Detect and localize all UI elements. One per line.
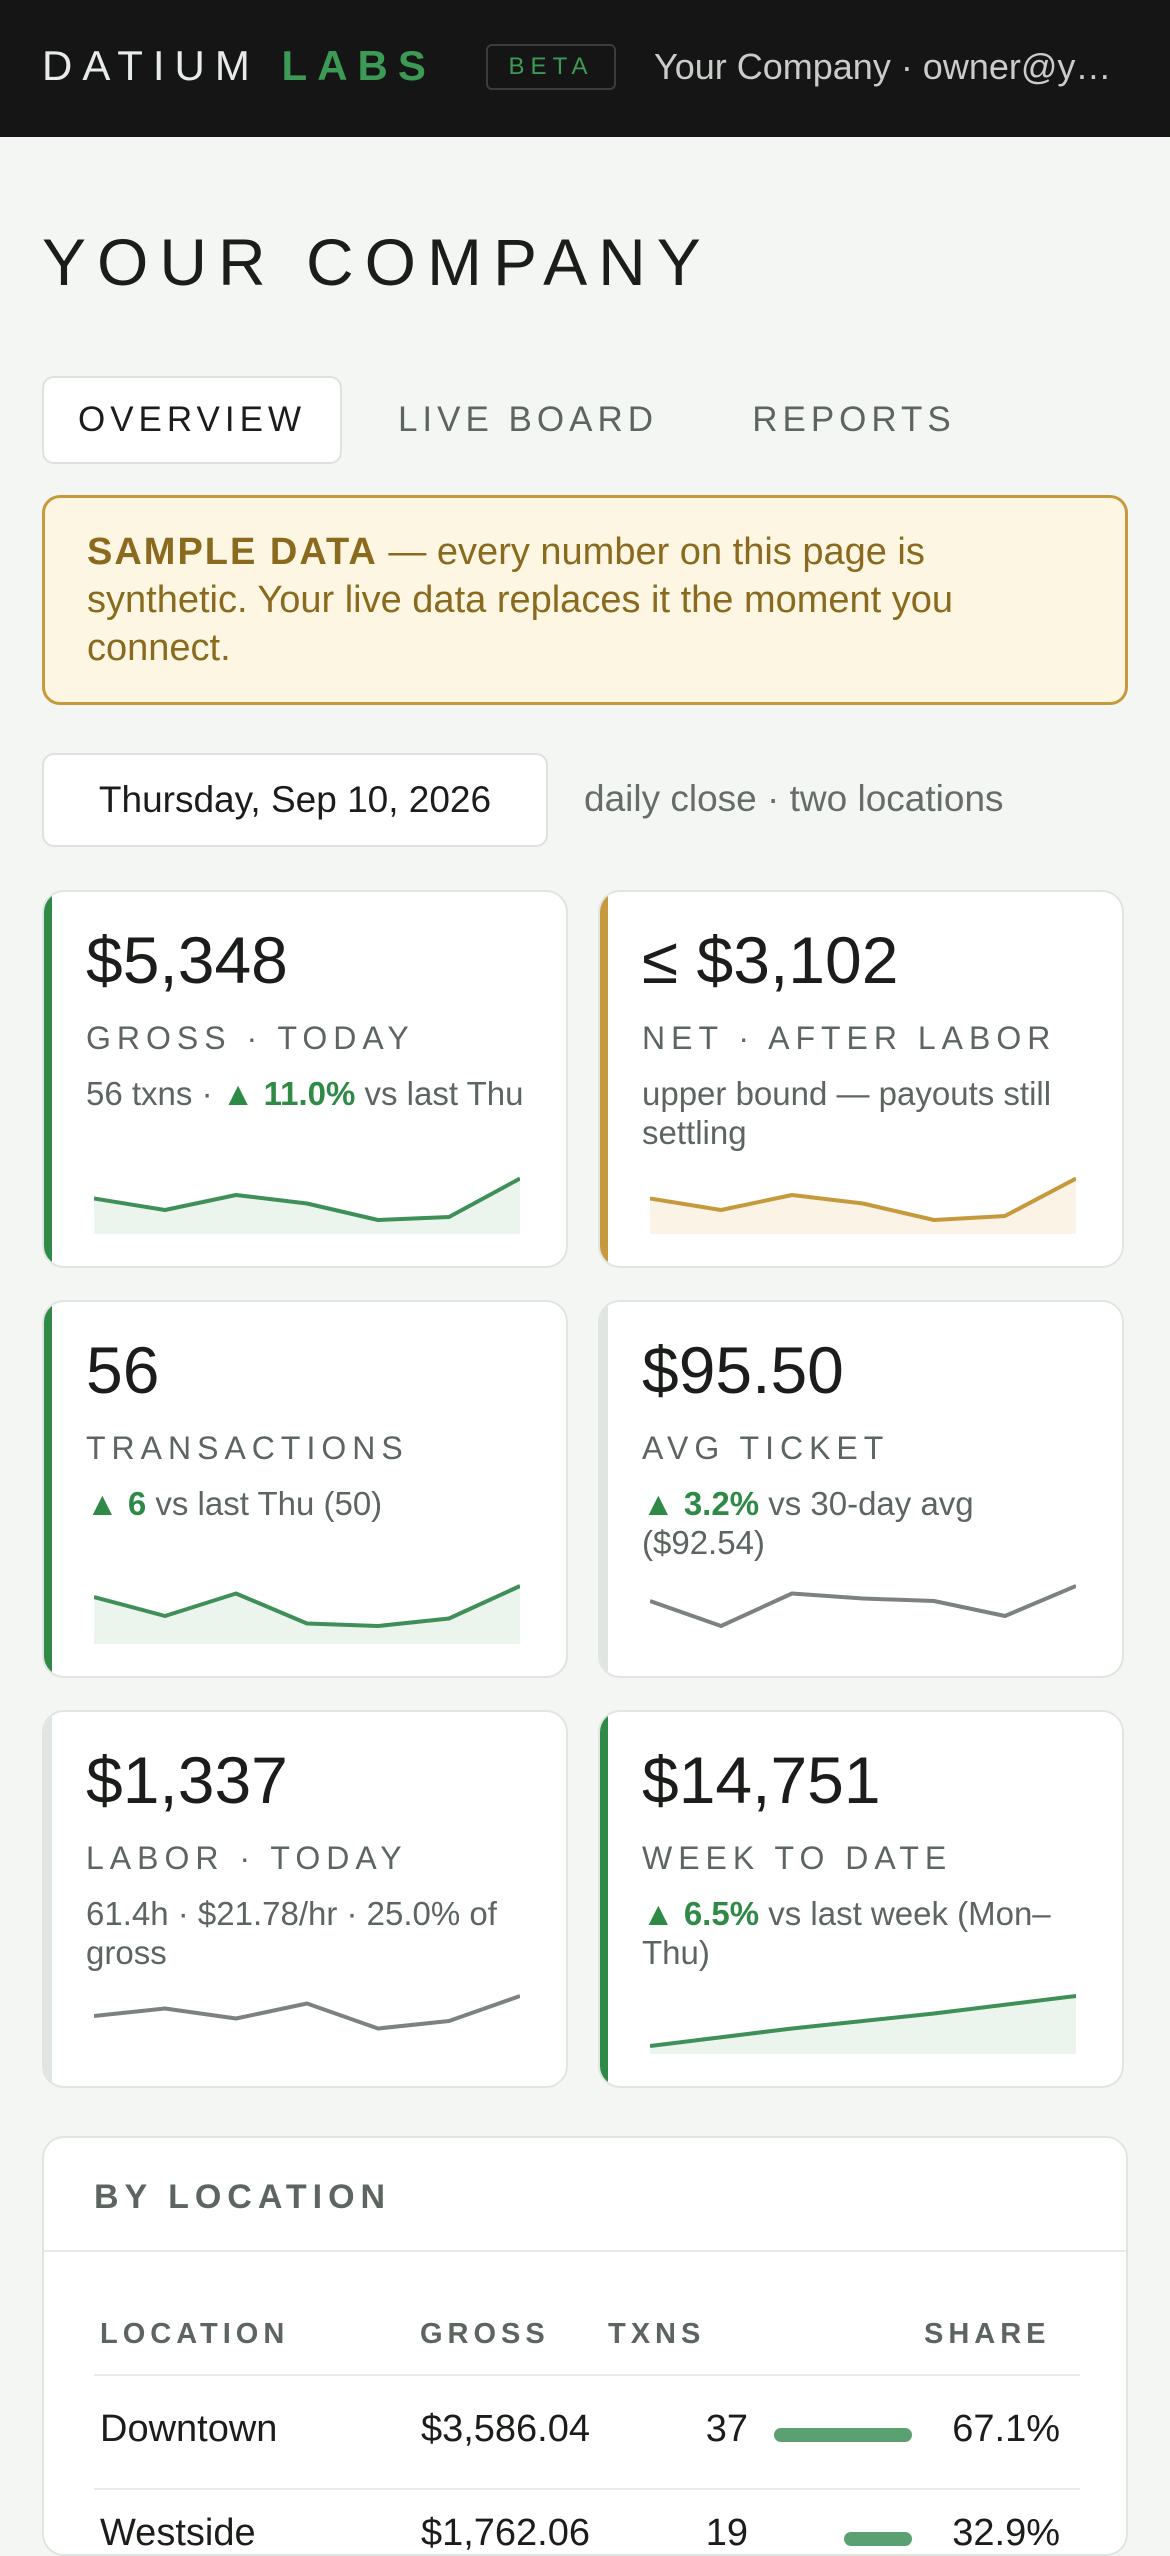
sparkline (650, 1584, 1076, 1628)
sparkline (94, 1176, 520, 1234)
sparkline (94, 1994, 520, 2031)
beta-badge: BETA (486, 44, 616, 90)
card-label: NET · AFTER LABOR (642, 1020, 1057, 1056)
by-location-card: BY LOCATION LOCATION GROSS TXNS SHARE Do… (42, 2136, 1128, 2556)
card-subtext-pre: 61.4h · $21.78/hr · 25.0% of gross (86, 1895, 497, 1971)
share-bar (844, 2532, 912, 2546)
date-picker[interactable]: Thursday, Sep 10, 2026 (42, 753, 548, 847)
sparkline-line (650, 1994, 1076, 2048)
transactions-card[interactable]: 56 TRANSACTIONS ▲ 6 vs last Thu (50) (42, 1300, 568, 1678)
notice-heading: SAMPLE DATA (87, 531, 378, 573)
account-menu[interactable]: Your Company · owner@y… (654, 46, 1112, 87)
card-subtext: ▲ 6.5% vs last week (Mon–Thu) (642, 1894, 1102, 1972)
card-subtext-post: vs last Thu (50) (146, 1485, 383, 1522)
card-label: LABOR · TODAY (86, 1840, 408, 1876)
card-value: $14,751 (642, 1743, 881, 1817)
location-share: 32.9% (952, 2512, 1060, 2554)
card-value: $5,348 (86, 923, 288, 997)
card-label: TRANSACTIONS (86, 1430, 409, 1466)
card-accent (600, 892, 608, 1266)
date-note: daily close · two locations (584, 778, 1004, 819)
page-title: YOUR COMPANY (42, 225, 712, 299)
sparkline (650, 1994, 1076, 2054)
notice-text: — every number on this page is synthetic… (87, 531, 954, 669)
tab-live-board[interactable]: LIVE BOARD (397, 400, 659, 439)
column-header-location[interactable]: LOCATION (100, 2318, 290, 2350)
sparkline-line (650, 1584, 1076, 1628)
brand-name-first: DATIUM (42, 42, 260, 89)
card-subtext-pre: upper bound — payouts still settling (642, 1075, 1052, 1151)
card-label: AVG TICKET (642, 1430, 890, 1466)
card-subtext: 61.4h · $21.78/hr · 25.0% of gross (86, 1894, 546, 1972)
location-gross: $1,762.06 (420, 2512, 590, 2554)
card-change: ▲ 6.5% (642, 1895, 760, 1932)
tab-overview[interactable]: OVERVIEW (42, 376, 342, 464)
card-value: ≤ $3,102 (642, 923, 899, 997)
avg-ticket-card[interactable]: $95.50 AVG TICKET ▲ 3.2% vs 30-day avg ($9… (598, 1300, 1124, 1678)
card-value: $95.50 (642, 1333, 844, 1407)
sparkline-area (94, 1178, 520, 1234)
location-gross: $3,586.04 (420, 2408, 590, 2450)
card-accent (44, 1302, 52, 1676)
gross-card[interactable]: $5,348 GROSS · TODAY 56 txns · ▲ 11.0% vs … (42, 890, 568, 1268)
card-subtext: ▲ 6 vs last Thu (50) (86, 1484, 546, 1523)
net-card[interactable]: ≤ $3,102 NET · AFTER LABOR upper bound — p… (598, 890, 1124, 1268)
sparkline (650, 1176, 1076, 1234)
card-accent (44, 892, 52, 1266)
card-accent (44, 1712, 52, 2086)
sparkline-area (650, 1178, 1076, 1234)
card-accent (600, 1302, 608, 1676)
sparkline-area (94, 1586, 520, 1644)
card-subtext: upper bound — payouts still settling (642, 1074, 1102, 1152)
card-subtext: 56 txns · ▲ 11.0% vs last Thu (86, 1074, 546, 1113)
card-subtext-pre: 56 txns · (86, 1075, 222, 1112)
sample-data-notice: SAMPLE DATA — every number on this page … (42, 495, 1128, 705)
labor-card[interactable]: $1,337 LABOR · TODAY 61.4h · $21.78/hr · 2… (42, 1710, 568, 2088)
card-accent (600, 1712, 608, 2086)
sparkline-line (94, 1176, 520, 1222)
card-change: ▲ 11.0% (221, 1075, 356, 1112)
card-change: ▲ 3.2% (642, 1485, 760, 1522)
tab-reports[interactable]: REPORTS (752, 400, 956, 439)
sparkline-line (94, 1584, 520, 1628)
divider (44, 2250, 1126, 2252)
by-location-title: BY LOCATION (94, 2178, 392, 2216)
card-label: WEEK TO DATE (642, 1840, 953, 1876)
location-txns: 19 (705, 2512, 748, 2554)
location-name: Westside (100, 2512, 256, 2554)
brand-name-second: LABS (281, 42, 436, 89)
card-label: GROSS · TODAY (86, 1020, 415, 1056)
column-header-gross[interactable]: GROSS (420, 2318, 550, 2350)
sparkline (94, 1584, 520, 1644)
card-subtext-post: vs last week (Mon–Thu) (642, 1895, 1051, 1971)
sparkline-line (94, 1994, 520, 2031)
card-change: ▲ 6 (86, 1485, 147, 1522)
table-divider (94, 2374, 1080, 2376)
card-subtext-post: vs 30-day avg ($92.54) (642, 1485, 974, 1561)
location-name: Downtown (100, 2408, 278, 2450)
top-bar: DATIUM LABS BETA Your Company · owner@y… (0, 0, 1170, 137)
share-bar (774, 2428, 912, 2442)
card-subtext-post: vs last Thu (355, 1075, 524, 1112)
brand-logo[interactable]: DATIUM LABS (42, 42, 436, 90)
location-share: 67.1% (952, 2408, 1060, 2450)
card-value: $1,337 (86, 1743, 288, 1817)
column-header-txns[interactable]: TXNS (608, 2318, 706, 2350)
week-to-date-card[interactable]: $14,751 WEEK TO DATE ▲ 6.5% vs last week (… (598, 1710, 1124, 2088)
table-divider (94, 2488, 1080, 2490)
card-subtext: ▲ 3.2% vs 30-day avg ($92.54) (642, 1484, 1102, 1562)
column-header-share[interactable]: SHARE (924, 2318, 1051, 2350)
sparkline-line (650, 1176, 1076, 1222)
card-value: 56 (86, 1333, 160, 1407)
location-txns: 37 (705, 2408, 748, 2450)
